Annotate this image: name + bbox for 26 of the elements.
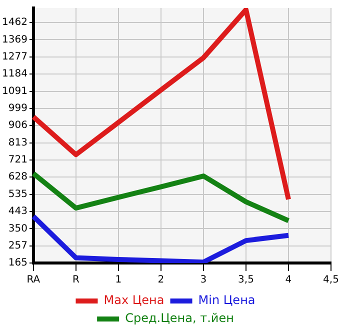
y-tick-label: 999 bbox=[8, 102, 28, 114]
x-tick-label: 1 bbox=[115, 274, 122, 286]
legend-label: Сред.Цена, т.йен bbox=[125, 311, 234, 326]
x-tick-label: 3,5 bbox=[238, 274, 254, 286]
y-tick-label: 165 bbox=[8, 258, 28, 269]
y-tick-label: 1091 bbox=[2, 86, 28, 97]
y-tick-label: 257 bbox=[8, 240, 28, 252]
y-tick-label: 1369 bbox=[2, 34, 28, 46]
x-tick-label: 4 bbox=[285, 274, 292, 286]
y-tick-label: 628 bbox=[8, 172, 28, 183]
y-tick-label: 350 bbox=[8, 223, 28, 234]
y-tick-label: 813 bbox=[8, 137, 28, 148]
legend-label: Min Цена bbox=[198, 293, 256, 308]
x-tick-label: 2 bbox=[158, 274, 164, 286]
y-tick-label: 1277 bbox=[2, 51, 28, 62]
x-tick-label: R bbox=[72, 274, 80, 286]
y-tick-label: 535 bbox=[8, 188, 28, 200]
x-tick-label: 3 bbox=[200, 274, 207, 286]
x-tick-label: RA bbox=[26, 274, 40, 286]
y-tick-label: 721 bbox=[8, 154, 28, 166]
x-tick-label: 4,5 bbox=[323, 274, 339, 286]
y-tick-label: 1462 bbox=[2, 17, 28, 28]
legend-label: Max Цена bbox=[104, 293, 164, 308]
y-tick-label: 443 bbox=[8, 206, 28, 218]
y-tick-label: 906 bbox=[8, 120, 28, 132]
y-tick-label: 1184 bbox=[2, 68, 28, 80]
